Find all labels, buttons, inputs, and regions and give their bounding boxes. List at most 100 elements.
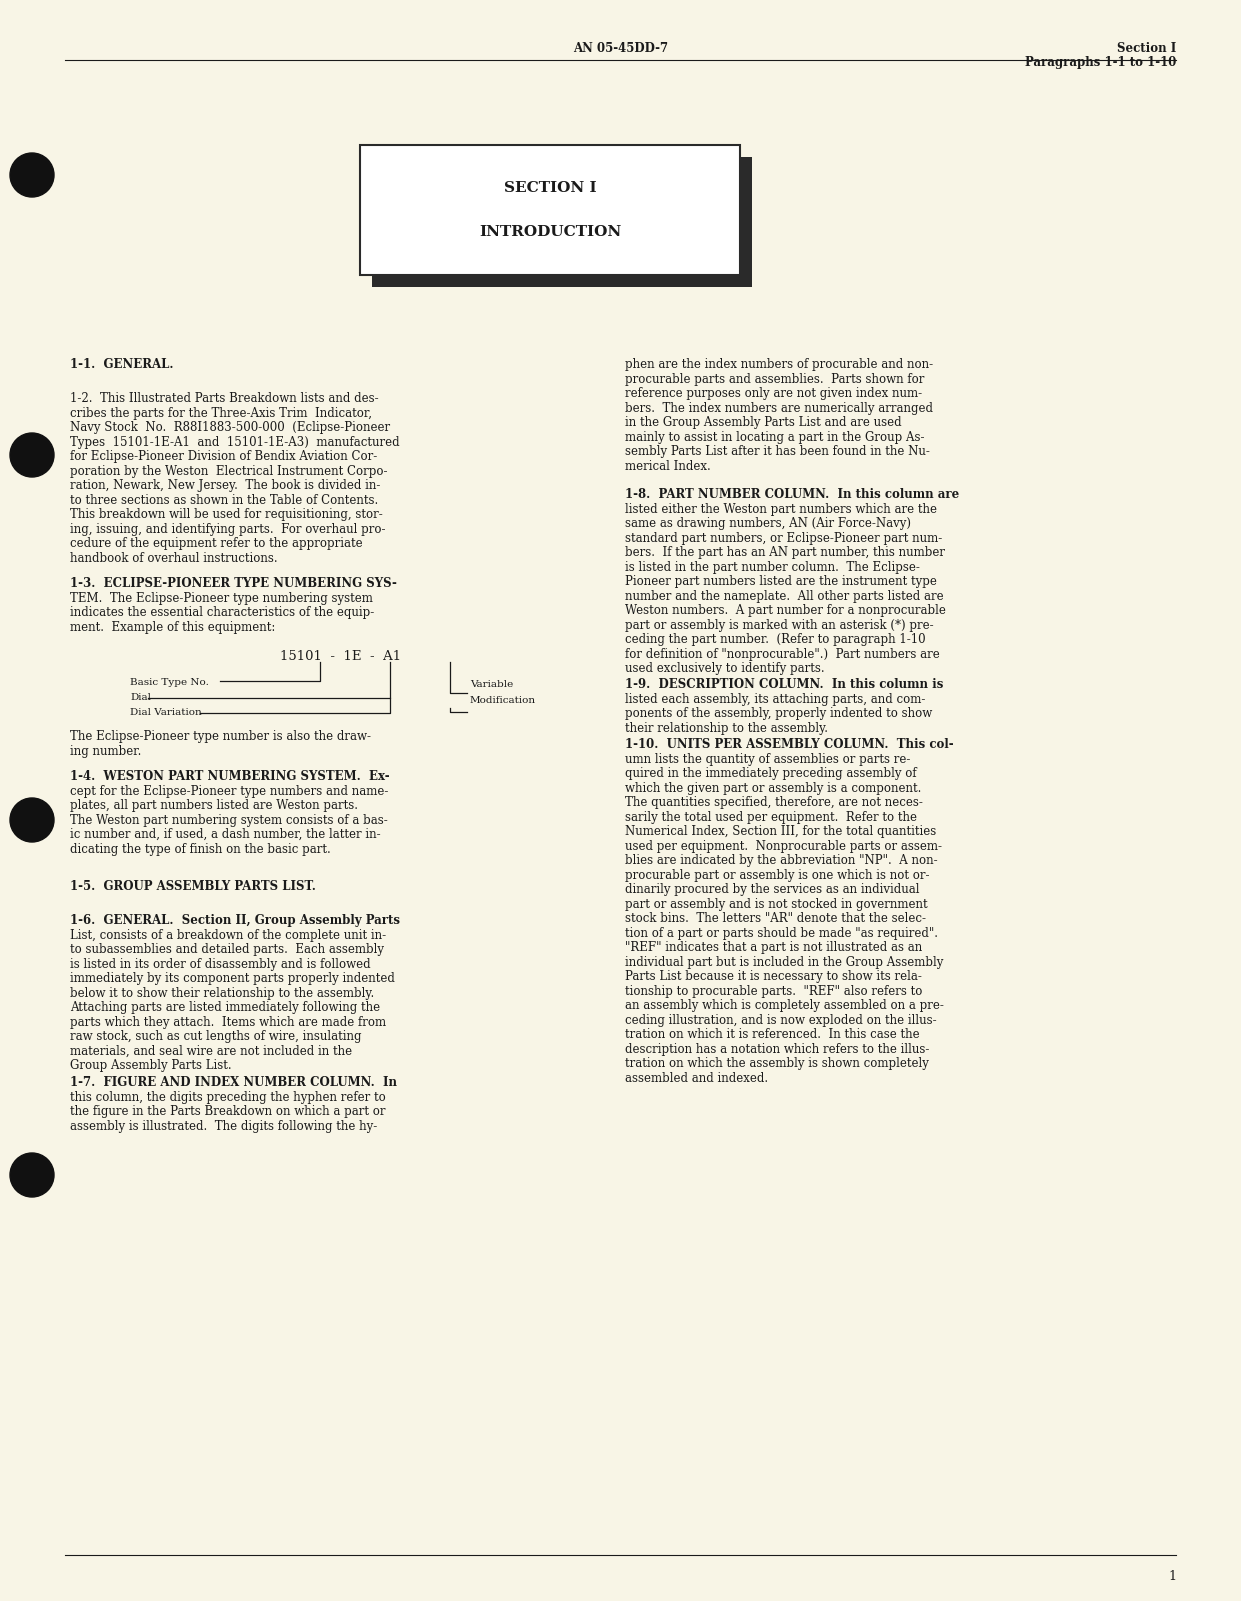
Text: 1-5.  GROUP ASSEMBLY PARTS LIST.: 1-5. GROUP ASSEMBLY PARTS LIST. — [69, 881, 316, 893]
Text: sarily the total used per equipment.  Refer to the: sarily the total used per equipment. Ref… — [625, 810, 917, 823]
Text: Paragraphs 1-1 to 1-10: Paragraphs 1-1 to 1-10 — [1025, 56, 1176, 69]
Text: listed either the Weston part numbers which are the: listed either the Weston part numbers wh… — [625, 503, 937, 516]
Text: sembly Parts List after it has been found in the Nu-: sembly Parts List after it has been foun… — [625, 445, 930, 458]
Text: Dial Variation: Dial Variation — [130, 708, 202, 717]
Text: description has a notation which refers to the illus-: description has a notation which refers … — [625, 1042, 930, 1055]
Text: cedure of the equipment refer to the appropriate: cedure of the equipment refer to the app… — [69, 536, 362, 551]
Circle shape — [10, 154, 55, 197]
Text: below it to show their relationship to the assembly.: below it to show their relationship to t… — [69, 986, 375, 999]
Circle shape — [10, 1153, 55, 1198]
Text: cept for the Eclipse-Pioneer type numbers and name-: cept for the Eclipse-Pioneer type number… — [69, 784, 388, 797]
Text: 1-3.  ECLIPSE-PIONEER TYPE NUMBERING SYS-: 1-3. ECLIPSE-PIONEER TYPE NUMBERING SYS- — [69, 576, 397, 591]
Text: assembly is illustrated.  The digits following the hy-: assembly is illustrated. The digits foll… — [69, 1119, 377, 1132]
Text: which the given part or assembly is a component.: which the given part or assembly is a co… — [625, 781, 921, 794]
Text: assembled and indexed.: assembled and indexed. — [625, 1071, 768, 1084]
Text: for definition of "nonprocurable".)  Part numbers are: for definition of "nonprocurable".) Part… — [625, 647, 939, 661]
Text: Basic Type No.: Basic Type No. — [130, 677, 208, 687]
Text: plates, all part numbers listed are Weston parts.: plates, all part numbers listed are West… — [69, 799, 357, 812]
Text: the figure in the Parts Breakdown on which a part or: the figure in the Parts Breakdown on whi… — [69, 1105, 386, 1117]
Text: for Eclipse-Pioneer Division of Bendix Aviation Cor-: for Eclipse-Pioneer Division of Bendix A… — [69, 450, 377, 463]
Text: this column, the digits preceding the hyphen refer to: this column, the digits preceding the hy… — [69, 1090, 386, 1103]
Text: mainly to assist in locating a part in the Group As-: mainly to assist in locating a part in t… — [625, 431, 925, 443]
Text: individual part but is included in the Group Assembly: individual part but is included in the G… — [625, 956, 943, 969]
Text: AN 05-45DD-7: AN 05-45DD-7 — [573, 42, 668, 54]
Text: parts which they attach.  Items which are made from: parts which they attach. Items which are… — [69, 1015, 386, 1028]
Text: indicates the essential characteristics of the equip-: indicates the essential characteristics … — [69, 607, 375, 620]
Text: Types  15101-1E-A1  and  15101-1E-A3)  manufactured: Types 15101-1E-A1 and 15101-1E-A3) manuf… — [69, 435, 400, 448]
Text: tration on which the assembly is shown completely: tration on which the assembly is shown c… — [625, 1057, 928, 1069]
Text: part or assembly is marked with an asterisk (*) pre-: part or assembly is marked with an aster… — [625, 618, 933, 631]
Text: phen are the index numbers of procurable and non-: phen are the index numbers of procurable… — [625, 359, 933, 371]
Text: to three sections as shown in the Table of Contents.: to three sections as shown in the Table … — [69, 493, 379, 506]
Text: an assembly which is completely assembled on a pre-: an assembly which is completely assemble… — [625, 999, 944, 1012]
Text: poration by the Weston  Electrical Instrument Corpo-: poration by the Weston Electrical Instru… — [69, 464, 387, 477]
Text: bers.  If the part has an AN part number, this number: bers. If the part has an AN part number,… — [625, 546, 944, 559]
Text: ing number.: ing number. — [69, 744, 141, 757]
Text: Dial: Dial — [130, 693, 151, 701]
Text: dinarily procured by the services as an individual: dinarily procured by the services as an … — [625, 884, 920, 897]
Text: number and the nameplate.  All other parts listed are: number and the nameplate. All other part… — [625, 589, 943, 602]
Bar — [360, 146, 740, 275]
Text: TEM.  The Eclipse-Pioneer type numbering system: TEM. The Eclipse-Pioneer type numbering … — [69, 591, 372, 605]
Text: umn lists the quantity of assemblies or parts re-: umn lists the quantity of assemblies or … — [625, 752, 911, 765]
Text: tionship to procurable parts.  "REF" also refers to: tionship to procurable parts. "REF" also… — [625, 985, 922, 997]
Text: immediately by its component parts properly indented: immediately by its component parts prope… — [69, 972, 395, 985]
Text: procurable parts and assemblies.  Parts shown for: procurable parts and assemblies. Parts s… — [625, 373, 925, 386]
Text: is listed in the part number column.  The Eclipse-: is listed in the part number column. The… — [625, 560, 920, 573]
Text: Section I: Section I — [1117, 42, 1176, 54]
Text: Pioneer part numbers listed are the instrument type: Pioneer part numbers listed are the inst… — [625, 575, 937, 588]
Text: 1-9.  DESCRIPTION COLUMN.  In this column is: 1-9. DESCRIPTION COLUMN. In this column … — [625, 677, 943, 692]
Text: Modification: Modification — [470, 696, 536, 704]
Text: same as drawing numbers, AN (Air Force-Navy): same as drawing numbers, AN (Air Force-N… — [625, 517, 911, 530]
Text: stock bins.  The letters "AR" denote that the selec-: stock bins. The letters "AR" denote that… — [625, 913, 926, 925]
Text: ing, issuing, and identifying parts.  For overhaul pro-: ing, issuing, and identifying parts. For… — [69, 522, 386, 535]
Text: 1-7.  FIGURE AND INDEX NUMBER COLUMN.  In: 1-7. FIGURE AND INDEX NUMBER COLUMN. In — [69, 1076, 397, 1089]
Text: raw stock, such as cut lengths of wire, insulating: raw stock, such as cut lengths of wire, … — [69, 1029, 361, 1042]
Text: merical Index.: merical Index. — [625, 459, 711, 472]
Text: in the Group Assembly Parts List and are used: in the Group Assembly Parts List and are… — [625, 416, 902, 429]
Text: ceding the part number.  (Refer to paragraph 1-10: ceding the part number. (Refer to paragr… — [625, 632, 926, 645]
Text: 1-10.  UNITS PER ASSEMBLY COLUMN.  This col-: 1-10. UNITS PER ASSEMBLY COLUMN. This co… — [625, 738, 953, 751]
Text: The Eclipse-Pioneer type number is also the draw-: The Eclipse-Pioneer type number is also … — [69, 730, 371, 743]
Text: standard part numbers, or Eclipse-Pioneer part num-: standard part numbers, or Eclipse-Pionee… — [625, 532, 942, 544]
Text: is listed in its order of disassembly and is followed: is listed in its order of disassembly an… — [69, 957, 371, 970]
Text: ponents of the assembly, properly indented to show: ponents of the assembly, properly indent… — [625, 708, 932, 720]
Text: cribes the parts for the Three-Axis Trim  Indicator,: cribes the parts for the Three-Axis Trim… — [69, 407, 372, 419]
Circle shape — [10, 432, 55, 477]
Text: List, consists of a breakdown of the complete unit in-: List, consists of a breakdown of the com… — [69, 929, 386, 941]
Text: tration on which it is referenced.  In this case the: tration on which it is referenced. In th… — [625, 1028, 920, 1041]
Text: 1-1.  GENERAL.: 1-1. GENERAL. — [69, 359, 174, 371]
Text: Group Assembly Parts List.: Group Assembly Parts List. — [69, 1058, 232, 1073]
Bar — [372, 157, 752, 287]
Text: Parts List because it is necessary to show its rela-: Parts List because it is necessary to sh… — [625, 970, 922, 983]
Text: The quantities specified, therefore, are not neces-: The quantities specified, therefore, are… — [625, 796, 923, 809]
Text: INTRODUCTION: INTRODUCTION — [479, 226, 622, 239]
Text: procurable part or assembly is one which is not or-: procurable part or assembly is one which… — [625, 868, 930, 882]
Text: blies are indicated by the abbreviation "NP".  A non-: blies are indicated by the abbreviation … — [625, 853, 938, 868]
Text: Navy Stock  No.  R88I1883-500-000  (Eclipse-Pioneer: Navy Stock No. R88I1883-500-000 (Eclipse… — [69, 421, 390, 434]
Text: 1-4.  WESTON PART NUMBERING SYSTEM.  Ex-: 1-4. WESTON PART NUMBERING SYSTEM. Ex- — [69, 770, 390, 783]
Text: ration, Newark, New Jersey.  The book is divided in-: ration, Newark, New Jersey. The book is … — [69, 479, 381, 492]
Text: materials, and seal wire are not included in the: materials, and seal wire are not include… — [69, 1044, 352, 1058]
Text: Numerical Index, Section III, for the total quantities: Numerical Index, Section III, for the to… — [625, 825, 936, 837]
Text: dicating the type of finish on the basic part.: dicating the type of finish on the basic… — [69, 842, 331, 855]
Text: to subassemblies and detailed parts.  Each assembly: to subassemblies and detailed parts. Eac… — [69, 943, 383, 956]
Text: handbook of overhaul instructions.: handbook of overhaul instructions. — [69, 551, 278, 565]
Text: 1: 1 — [1168, 1571, 1176, 1583]
Text: This breakdown will be used for requisitioning, stor-: This breakdown will be used for requisit… — [69, 508, 382, 520]
Text: ceding illustration, and is now exploded on the illus-: ceding illustration, and is now exploded… — [625, 1013, 937, 1026]
Text: Variable: Variable — [470, 680, 514, 688]
Text: their relationship to the assembly.: their relationship to the assembly. — [625, 722, 828, 735]
Text: tion of a part or parts should be made "as required".: tion of a part or parts should be made "… — [625, 927, 938, 940]
Text: 1-8.  PART NUMBER COLUMN.  In this column are: 1-8. PART NUMBER COLUMN. In this column … — [625, 488, 959, 501]
Text: "REF" indicates that a part is not illustrated as an: "REF" indicates that a part is not illus… — [625, 941, 922, 954]
Text: used per equipment.  Nonprocurable parts or assem-: used per equipment. Nonprocurable parts … — [625, 839, 942, 852]
Circle shape — [10, 797, 55, 842]
Text: bers.  The index numbers are numerically arranged: bers. The index numbers are numerically … — [625, 402, 933, 415]
Text: part or assembly and is not stocked in government: part or assembly and is not stocked in g… — [625, 898, 927, 911]
Text: listed each assembly, its attaching parts, and com-: listed each assembly, its attaching part… — [625, 693, 926, 706]
Text: 1-6.  GENERAL.  Section II, Group Assembly Parts: 1-6. GENERAL. Section II, Group Assembly… — [69, 914, 400, 927]
Text: quired in the immediately preceding assembly of: quired in the immediately preceding asse… — [625, 767, 917, 780]
Text: The Weston part numbering system consists of a bas-: The Weston part numbering system consist… — [69, 813, 387, 826]
Text: Attaching parts are listed immediately following the: Attaching parts are listed immediately f… — [69, 1001, 380, 1013]
